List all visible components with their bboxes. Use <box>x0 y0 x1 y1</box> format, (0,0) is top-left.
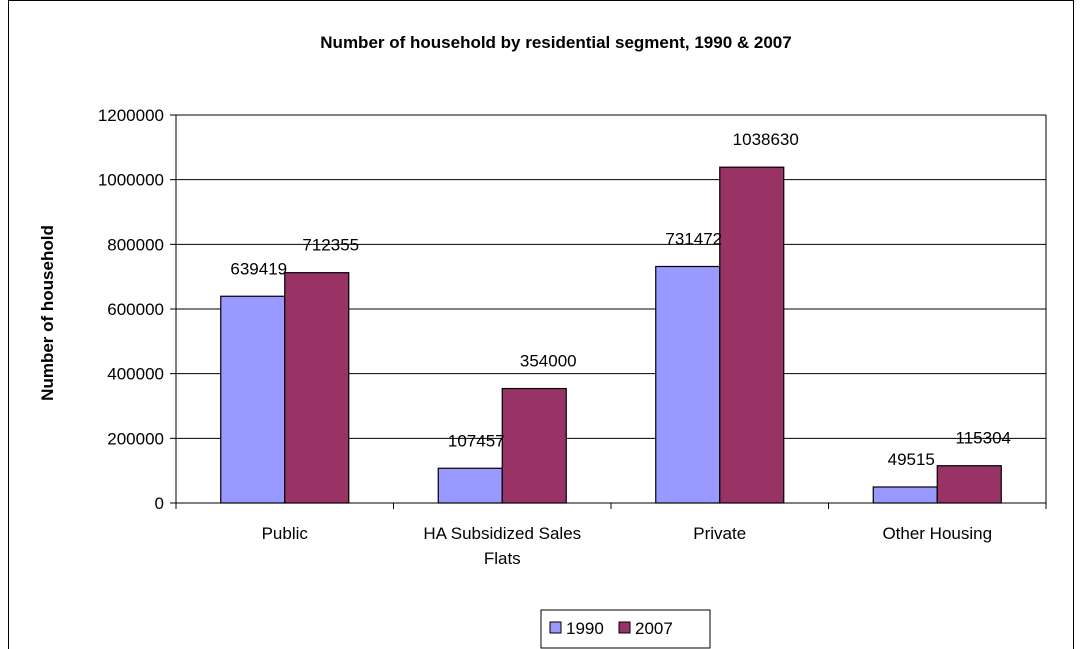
legend-label-1990: 1990 <box>566 619 604 638</box>
bars <box>220 166 1002 504</box>
y-tick-label: 1200000 <box>98 106 164 125</box>
data-label: 731472 <box>665 229 722 248</box>
data-label: 354000 <box>520 352 577 371</box>
bar-2007-3 <box>936 465 1002 504</box>
x-category-labels: Public HA Subsidized Sales Flats Private Oth… <box>262 524 992 568</box>
x-category-label: HA Subsidized Sales <box>423 524 581 543</box>
x-category-label: Flats <box>484 549 521 568</box>
chart-title: Number of household by residential segme… <box>320 33 791 52</box>
bar-1990-1 <box>437 467 503 504</box>
bar-2007-0 <box>284 272 350 504</box>
data-labels: 639419 712355 107457 354000 731472 1038630 495… <box>230 130 1011 469</box>
x-category-label: Other Housing <box>882 524 992 543</box>
data-label: 639419 <box>230 259 287 278</box>
legend: 1990 2007 <box>540 609 711 649</box>
data-label: 107457 <box>448 431 505 450</box>
legend-label-2007: 2007 <box>635 619 673 638</box>
y-tick-label: 800000 <box>107 235 164 254</box>
chart-frame <box>8 0 1074 649</box>
y-tick-label: 0 <box>155 494 164 513</box>
y-axis-title: Number of household <box>38 225 57 401</box>
x-category-label: Private <box>693 524 746 543</box>
legend-swatch-1990 <box>549 621 562 634</box>
y-tick-label: 200000 <box>107 429 164 448</box>
y-tick-label: 400000 <box>107 365 164 384</box>
bar-2007-1 <box>501 387 567 504</box>
legend-swatch-2007 <box>618 621 631 634</box>
y-tick-label: 600000 <box>107 300 164 319</box>
data-label: 115304 <box>956 429 1011 448</box>
y-tick-labels: 0 200000 400000 600000 800000 1000000 1200000 <box>98 106 164 513</box>
data-label: 712355 <box>302 236 359 255</box>
bar-1990-3 <box>872 486 938 504</box>
bar-2007-2 <box>719 166 785 504</box>
bar-1990-2 <box>655 265 721 504</box>
x-category-label: Public <box>262 524 309 543</box>
data-label: 1038630 <box>733 130 799 149</box>
y-tick-label: 1000000 <box>98 171 164 190</box>
bar-1990-0 <box>220 295 286 504</box>
axes <box>170 114 1047 509</box>
data-label: 49515 <box>888 450 935 469</box>
